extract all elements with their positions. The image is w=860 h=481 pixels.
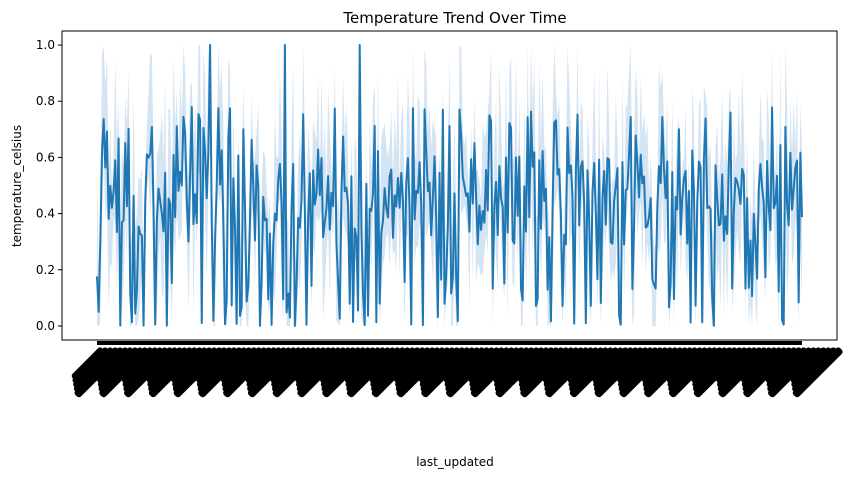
y-tick-label: 0.8 [36, 94, 55, 108]
x-tick-band [97, 341, 802, 345]
temperature-line [96, 44, 803, 327]
x-axis-label: last_updated [416, 455, 494, 469]
y-tick-label: 0.4 [36, 207, 55, 221]
y-axis: 0.0 0.2 0.4 0.6 0.8 1.0 [36, 38, 62, 333]
plot-frame [61, 30, 838, 341]
y-tick-label: 0.2 [36, 263, 55, 277]
x-axis [71, 341, 843, 398]
y-axis-label: temperature_celsius [10, 125, 24, 247]
y-tick-label: 1.0 [36, 38, 55, 52]
plot-layer [96, 44, 803, 327]
y-tick-label: 0.0 [36, 319, 55, 333]
y-tick-label: 0.6 [36, 150, 55, 164]
chart-title: Temperature Trend Over Time [342, 9, 566, 27]
x-tick-label [792, 347, 843, 398]
